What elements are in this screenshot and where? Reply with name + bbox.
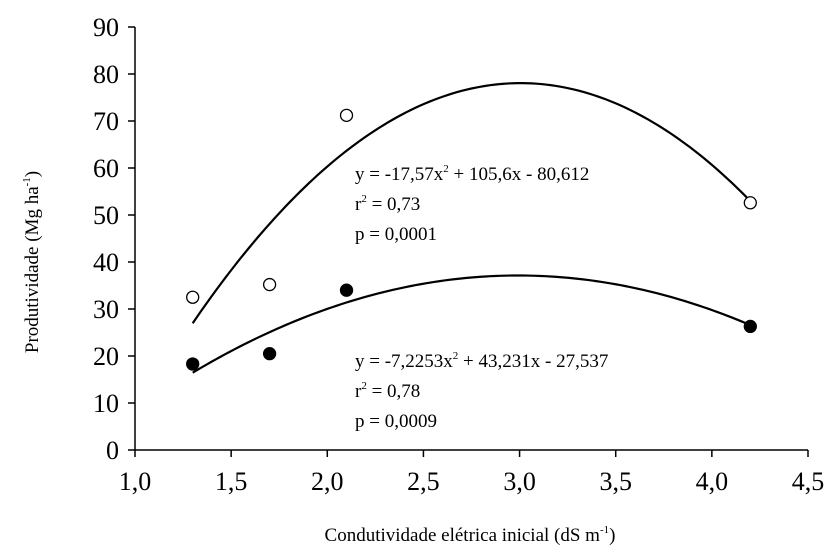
p-open-series: p = 0,0001: [355, 224, 437, 245]
y-axis-ticks: 0 10 20 30 40 50 60 70 80 90: [93, 13, 135, 465]
fit-curve-2: [192, 274, 751, 374]
x-tick-label: 3,5: [599, 467, 632, 496]
filled-point: [339, 283, 354, 297]
open-point: [339, 108, 354, 123]
filled-point: [262, 346, 277, 361]
y-axis-title: Produtividade (Mg ha-1): [21, 171, 43, 353]
open-point: [186, 290, 200, 304]
open-point: [262, 277, 277, 292]
x-tick-label: 4,5: [792, 467, 825, 496]
fit-curve-1: [191, 82, 752, 324]
x-axis-title: Condutividade elétrica inicial (dS m-1): [325, 524, 616, 546]
x-tick-label: 3,0: [503, 467, 536, 496]
p-filled-series: p = 0,0009: [355, 411, 437, 432]
open-point: [743, 196, 757, 210]
r2-open-series: r2 = 0,73: [355, 193, 420, 215]
y-tick-label: 60: [93, 154, 119, 183]
filled-point: [186, 357, 200, 371]
axes: [134, 27, 808, 451]
r2-filled-series: r2 = 0,78: [355, 380, 420, 402]
x-tick-label: 4,0: [696, 467, 729, 496]
y-tick-label: 10: [93, 389, 119, 418]
y-tick-label: 20: [93, 342, 119, 371]
y-tick-label: 80: [93, 60, 119, 89]
y-tick-label: 0: [106, 436, 119, 465]
x-tick-label: 1,0: [119, 467, 152, 496]
y-tick-label: 30: [93, 295, 119, 324]
data-points: [186, 108, 757, 371]
fit-curves: [191, 82, 752, 374]
y-tick-label: 90: [93, 13, 119, 42]
x-tick-label: 2,5: [407, 467, 440, 496]
y-tick-label: 40: [93, 248, 119, 277]
equation-filled-series: y = -7,2253x2 + 43,231x - 27,537: [355, 350, 608, 372]
x-tick-label: 1,5: [215, 467, 248, 496]
filled-point: [743, 319, 757, 334]
equation-open-series: y = -17,57x2 + 105,6x - 80,612: [355, 163, 589, 185]
x-axis-ticks: 1,0 1,5 2,0 2,5 3,0 3,5 4,0 4,5: [119, 450, 825, 496]
y-tick-label: 50: [93, 201, 119, 230]
y-tick-label: 70: [93, 107, 119, 136]
x-tick-label: 2,0: [311, 467, 344, 496]
